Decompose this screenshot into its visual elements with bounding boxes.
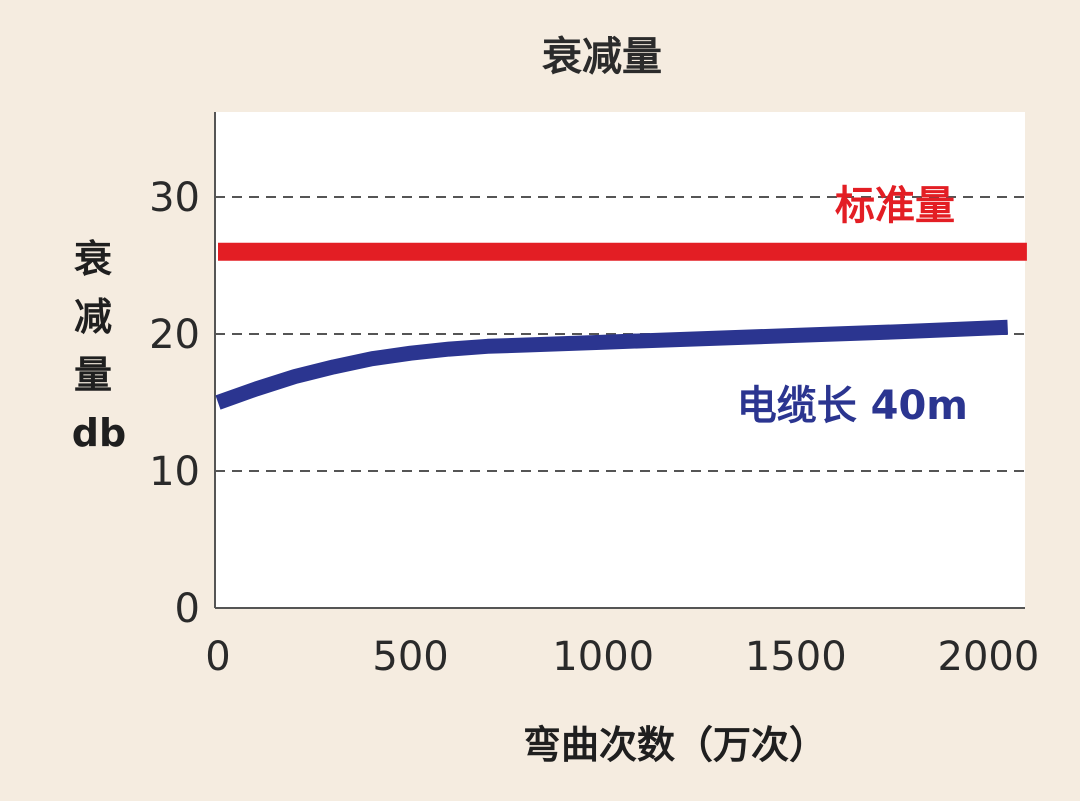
x-tick-0: 0 [205,634,230,680]
y-tick-labels: 0 10 20 30 [149,175,200,632]
y-tick-30: 30 [149,175,200,221]
series-group [215,242,1027,410]
y-axis-label-line-3: 量 [74,353,112,397]
standard-annotation: 标准量 [835,183,955,229]
y-tick-0: 0 [175,586,200,632]
y-axis-label: 衰 减 量 db [72,237,126,455]
x-tick-500: 500 [372,634,448,680]
cable-annotation: 电缆长 40m [737,383,968,429]
y-tick-10: 10 [149,449,200,495]
cable-40m-line [215,319,1009,410]
x-tick-1000: 1000 [552,634,654,680]
y-tick-20: 20 [149,312,200,358]
x-tick-2000: 2000 [938,634,1040,680]
x-tick-labels: 0 500 1000 1500 2000 [205,634,1039,680]
x-tick-1500: 1500 [745,634,847,680]
chart-title: 衰减量 [542,34,662,80]
x-axis-label: 弯曲次数（万次） [523,723,827,767]
y-axis-label-line-1: 衰 [74,237,112,281]
y-axis-label-line-2: 减 [74,295,112,339]
y-axis-label-line-4: db [72,411,126,455]
